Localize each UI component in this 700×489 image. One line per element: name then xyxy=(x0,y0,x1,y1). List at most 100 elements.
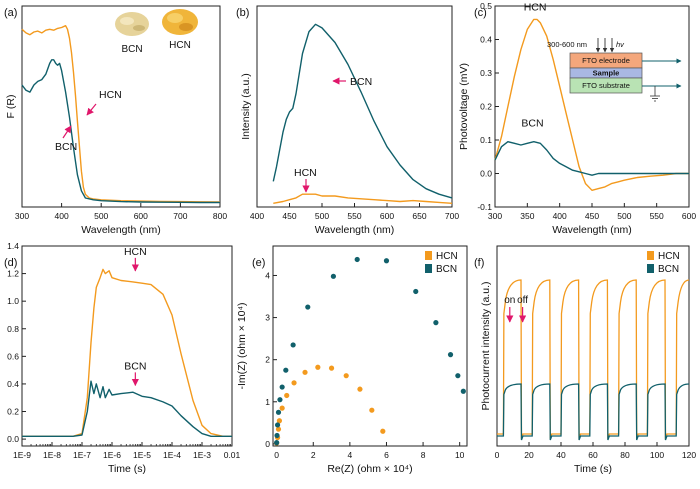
y-axis-label: Intensity (a.u.) xyxy=(240,73,252,140)
y-tick-label: 3 xyxy=(265,313,270,323)
y-tick-label: 0 xyxy=(265,439,270,449)
y-tick-label: 0.5 xyxy=(480,1,492,11)
data-point-bcn xyxy=(274,422,281,428)
data-point-hcn xyxy=(302,369,308,375)
data-point-bcn xyxy=(447,352,454,358)
y-tick-label: -0.1 xyxy=(477,202,492,212)
data-point-bcn xyxy=(305,304,311,310)
x-tick-label: 40 xyxy=(556,450,566,460)
annotation-hcn: HCN xyxy=(524,2,547,14)
x-tick-label: 8 xyxy=(421,450,426,460)
legend-swatch-bcn xyxy=(647,264,654,273)
x-axis-label: Time (s) xyxy=(108,463,146,475)
data-point-hcn xyxy=(276,418,283,424)
panel-b: (b) 400 450 500 550 600 650 700 Wavelength (nm) I… xyxy=(236,5,459,236)
y-axis-label: -Im(Z) (ohm × 10⁴) xyxy=(236,302,248,389)
data-point-bcn xyxy=(279,384,285,390)
fto-substrate-layer-label: FTO substrate xyxy=(582,81,630,90)
x-tick-label: 600 xyxy=(682,211,696,221)
data-point-bcn xyxy=(275,409,282,415)
x-tick-label: 600 xyxy=(134,211,148,221)
x-tick-label: 0.01 xyxy=(224,450,241,460)
y-tick-label: 0.1 xyxy=(480,135,492,145)
annotation-hcn: HCN xyxy=(99,89,122,101)
bcn-powder-photo xyxy=(115,12,149,36)
data-point-hcn xyxy=(284,392,290,399)
data-point-hcn xyxy=(343,373,349,379)
data-point-bcn xyxy=(460,388,466,394)
y-tick-label: 1.2 xyxy=(7,269,19,279)
panel-label: (c) xyxy=(474,7,487,19)
light-range-label: 300-600 nm xyxy=(547,40,587,49)
series-line-bcn xyxy=(21,59,220,204)
device-schematic: 300-600 nm hv FTO electrode Sample FTO subst… xyxy=(547,38,682,102)
panel-label: (e) xyxy=(252,257,265,269)
x-axis-label: Wavelength (nm) xyxy=(552,224,632,236)
panel-c: (c) 300 350 400 450 500 550 600 -0.1 0.0 0.1 0.2 0.3… xyxy=(458,1,696,236)
plot-frame xyxy=(256,5,453,208)
series-line-bcn xyxy=(494,141,689,176)
series-line-hcn xyxy=(22,268,232,437)
hcn-powder-shadow xyxy=(179,23,193,31)
data-point-hcn xyxy=(369,407,375,413)
x-tick-label: 550 xyxy=(347,211,361,221)
legend-label: BCN xyxy=(658,264,679,275)
x-tick-label: 300 xyxy=(15,211,29,221)
y-tick-label: 1 xyxy=(265,397,270,407)
panel-label: (a) xyxy=(4,7,17,19)
series-line-hcn xyxy=(21,25,221,203)
x-tick-label: 650 xyxy=(412,211,426,221)
x-tick-label: 1E-7 xyxy=(73,450,91,460)
annotation-bcn: BCN xyxy=(55,141,77,153)
x-tick-label: 2 xyxy=(311,450,316,460)
hcn-powder-photo xyxy=(162,9,198,35)
plot-frame xyxy=(21,245,233,447)
data-point-hcn xyxy=(291,380,297,386)
y-tick-label: 0.8 xyxy=(7,324,19,334)
data-point-bcn xyxy=(354,256,360,263)
data-point-hcn xyxy=(279,405,285,411)
data-point-hcn xyxy=(328,365,335,371)
panel-d: (d) 1E-9 1E-8 1E-7 1E-6 1E-5 1E-4 1E-3 0.01 0.0 0.… xyxy=(4,241,241,475)
x-axis-label: Re(Z) (ohm × 10⁴) xyxy=(327,463,412,475)
y-tick-label: 0.2 xyxy=(480,102,492,112)
plot-frame xyxy=(494,5,690,208)
legend-label: HCN xyxy=(658,251,680,262)
x-tick-label: 1E-3 xyxy=(193,450,211,460)
y-tick-label: 1.0 xyxy=(7,296,19,306)
x-tick-label: 700 xyxy=(173,211,187,221)
sample-layer-label: Sample xyxy=(593,69,620,78)
y-tick-label: 0.3 xyxy=(480,68,492,78)
y-axis-label: Photocurrent intensity (a.u.) xyxy=(480,282,492,411)
x-tick-label: 100 xyxy=(650,450,664,460)
x-tick-label: 0 xyxy=(274,450,279,460)
x-tick-label: 1E-5 xyxy=(133,450,151,460)
x-tick-label: 0 xyxy=(495,450,500,460)
data-point-bcn xyxy=(330,273,336,279)
y-tick-label: 0.2 xyxy=(7,407,19,417)
x-tick-label: 500 xyxy=(315,211,329,221)
y-tick-label: 2 xyxy=(265,355,270,365)
series-line-bcn xyxy=(497,383,690,441)
x-axis-label: Wavelength (nm) xyxy=(81,224,161,236)
annotation-bcn: BCN xyxy=(350,76,372,88)
x-tick-label: 4 xyxy=(348,450,353,460)
series-line-bcn xyxy=(272,23,453,199)
bcn-powder-highlight xyxy=(120,17,134,25)
data-point-bcn xyxy=(274,432,280,439)
x-tick-label: 600 xyxy=(380,211,394,221)
x-tick-label: 400 xyxy=(250,211,264,221)
data-point-bcn xyxy=(455,373,461,379)
y-axis-label: F (R) xyxy=(5,95,17,119)
annotation-on: on xyxy=(504,295,515,306)
data-point-bcn xyxy=(277,397,283,403)
data-point-hcn xyxy=(380,428,386,434)
x-tick-label: 1E-6 xyxy=(103,450,121,460)
bcn-powder-shadow xyxy=(133,25,145,31)
annotation-bcn: BCN xyxy=(521,117,543,129)
x-tick-label: 400 xyxy=(55,211,69,221)
x-tick-label: 1E-9 xyxy=(13,450,31,460)
panel-e: (e) 0 2 4 6 8 10 0 1 2 3 4 Re(Z) (ohm × 10⁴) -Im(Z) (… xyxy=(236,245,468,475)
x-tick-label: 450 xyxy=(585,211,599,221)
